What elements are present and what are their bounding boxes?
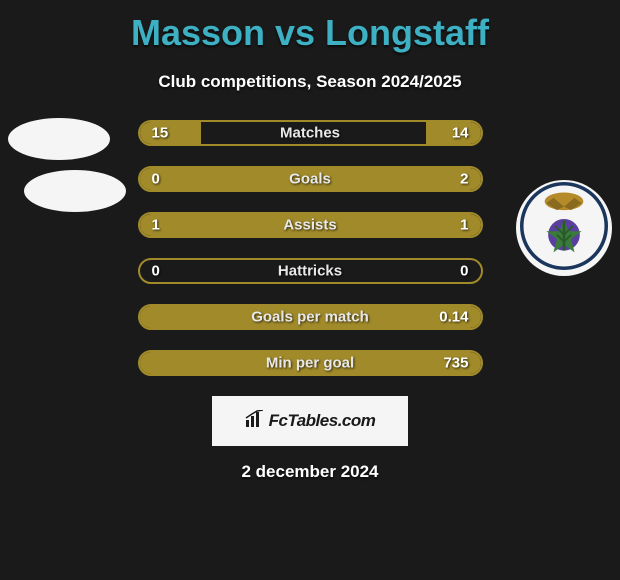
chart-icon <box>245 410 265 433</box>
stat-value-right: 0 <box>460 263 468 280</box>
date-text: 2 december 2024 <box>0 462 620 482</box>
stat-value-right: 2 <box>460 171 468 188</box>
stat-label: Assists <box>283 217 336 234</box>
stat-row-goals-per-match: 0.14 Goals per match <box>138 304 483 330</box>
stat-label: Min per goal <box>266 355 354 372</box>
stat-value-right: 14 <box>452 125 469 142</box>
stat-fill-left <box>140 122 201 144</box>
stat-value-right: 1 <box>460 217 468 234</box>
stats-container: 15 14 Matches 0 2 Goals 1 1 Assists 0 0 Hattricks 0.… <box>0 120 620 376</box>
stat-label: Goals per match <box>251 309 369 326</box>
stat-row-assists: 1 1 Assists <box>138 212 483 238</box>
stat-row-min-per-goal: 735 Min per goal <box>138 350 483 376</box>
stat-value-left: 0 <box>152 263 160 280</box>
branding-badge: FcTables.com <box>212 396 408 446</box>
stat-value-left: 15 <box>152 125 169 142</box>
stat-label: Goals <box>289 171 331 188</box>
branding-text: FcTables.com <box>269 411 376 431</box>
stat-value-right: 735 <box>443 355 468 372</box>
stat-value-right: 0.14 <box>439 309 468 326</box>
stat-row-hattricks: 0 0 Hattricks <box>138 258 483 284</box>
page-title: Masson vs Longstaff <box>0 0 620 54</box>
stat-label: Hattricks <box>278 263 342 280</box>
stat-value-left: 1 <box>152 217 160 234</box>
stat-label: Matches <box>280 125 340 142</box>
stat-row-goals: 0 2 Goals <box>138 166 483 192</box>
stat-row-matches: 15 14 Matches <box>138 120 483 146</box>
subtitle: Club competitions, Season 2024/2025 <box>0 72 620 92</box>
stat-value-left: 0 <box>152 171 160 188</box>
